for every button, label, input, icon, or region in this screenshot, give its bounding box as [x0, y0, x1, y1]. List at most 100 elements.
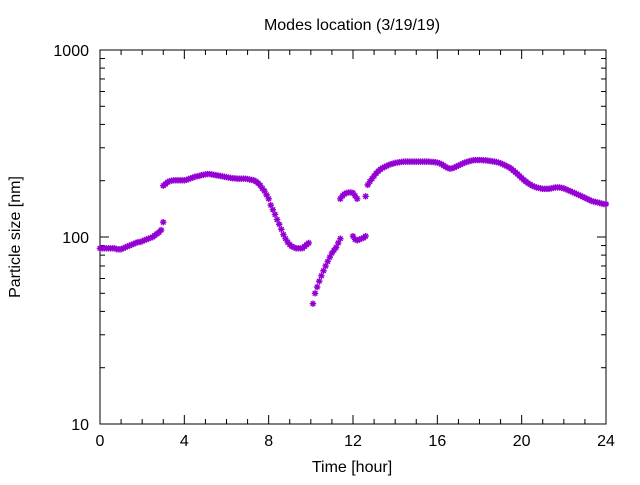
- data-point: [259, 185, 266, 192]
- data-point: [290, 244, 298, 251]
- data-point: [322, 262, 329, 270]
- data-point: [362, 232, 369, 240]
- data-point: [187, 175, 194, 182]
- data-point: [313, 283, 321, 291]
- data-point: [147, 234, 154, 242]
- data-point: [368, 175, 376, 182]
- data-point: [160, 218, 167, 226]
- data-point: [569, 188, 576, 196]
- data-point: [189, 174, 196, 181]
- data-point: [459, 160, 466, 167]
- data-point: [257, 182, 264, 189]
- data-point: [117, 246, 125, 253]
- data-point: [305, 239, 312, 247]
- data-point: [136, 238, 144, 246]
- data-point: [337, 195, 344, 203]
- data-point: [579, 193, 587, 201]
- data-point: [451, 164, 458, 171]
- data-point: [379, 164, 386, 172]
- data-point: [354, 237, 361, 244]
- data-point: [273, 216, 281, 223]
- y-tick-label: 100: [62, 230, 89, 247]
- x-tick-label: 16: [428, 433, 446, 450]
- data-point: [332, 244, 340, 251]
- data-point: [320, 267, 327, 274]
- data-point: [143, 236, 150, 243]
- data-point: [124, 243, 131, 250]
- data-point: [145, 235, 152, 242]
- data-point: [349, 189, 357, 197]
- y-tick-label: 10: [71, 417, 89, 434]
- axes-group: 0 4 8 12 16 20 24 10 100 1000: [53, 43, 615, 450]
- data-point: [337, 235, 344, 242]
- data-point: [585, 196, 593, 204]
- y-tick-label: 1000: [53, 43, 89, 60]
- data-point: [370, 172, 378, 180]
- data-point: [316, 278, 323, 285]
- data-point: [366, 178, 374, 185]
- data-point: [119, 245, 127, 252]
- data-point: [284, 238, 291, 246]
- data-point: [128, 241, 135, 248]
- data-point: [324, 258, 331, 265]
- data-point: [571, 189, 578, 197]
- data-point: [122, 244, 129, 251]
- data-point: [457, 161, 464, 168]
- data-point: [269, 206, 277, 213]
- data-point: [185, 175, 192, 183]
- data-point: [288, 243, 296, 250]
- data-point: [602, 200, 610, 208]
- data-point: [354, 195, 361, 203]
- data-point: [566, 187, 574, 195]
- x-tick-label: 4: [180, 433, 189, 450]
- data-point: [276, 221, 283, 228]
- data-point: [529, 182, 536, 189]
- data-point: [364, 181, 371, 189]
- data-point: [341, 190, 348, 198]
- data-point: [349, 232, 357, 240]
- x-tick-label: 8: [264, 433, 273, 450]
- data-point: [195, 172, 203, 180]
- data-point: [271, 211, 279, 218]
- data-point: [183, 176, 190, 184]
- data-point: [267, 201, 274, 209]
- data-point: [351, 192, 359, 200]
- data-point: [531, 183, 538, 190]
- data-point: [282, 235, 289, 242]
- data-point: [261, 187, 268, 195]
- data-point: [453, 163, 460, 170]
- data-point: [442, 163, 449, 171]
- data-point: [436, 160, 443, 167]
- data-point: [330, 246, 338, 254]
- data-point: [263, 191, 270, 199]
- data-point: [311, 290, 319, 297]
- data-point: [577, 192, 584, 200]
- data-point: [351, 236, 359, 243]
- data-point: [583, 195, 591, 203]
- x-tick-label: 0: [96, 433, 105, 450]
- data-point: [126, 242, 133, 249]
- data-point: [383, 162, 390, 170]
- data-point: [132, 239, 140, 247]
- data-point: [499, 161, 506, 168]
- data-point: [157, 226, 165, 234]
- data-point: [564, 186, 572, 194]
- data-point: [318, 272, 325, 280]
- data-point: [356, 236, 363, 243]
- data-points-group: [96, 156, 610, 307]
- data-point: [265, 195, 272, 203]
- data-point: [497, 160, 504, 167]
- data-point: [141, 237, 148, 244]
- x-tick-label: 20: [513, 433, 531, 450]
- data-point: [581, 194, 589, 202]
- data-point: [130, 240, 137, 247]
- data-point: [573, 190, 580, 198]
- data-point: [326, 253, 334, 261]
- data-point: [575, 191, 582, 199]
- x-axis-label: Time [hour]: [312, 459, 392, 476]
- data-point: [309, 300, 317, 307]
- data-point: [503, 163, 511, 170]
- data-point: [362, 193, 369, 200]
- data-point: [560, 185, 568, 192]
